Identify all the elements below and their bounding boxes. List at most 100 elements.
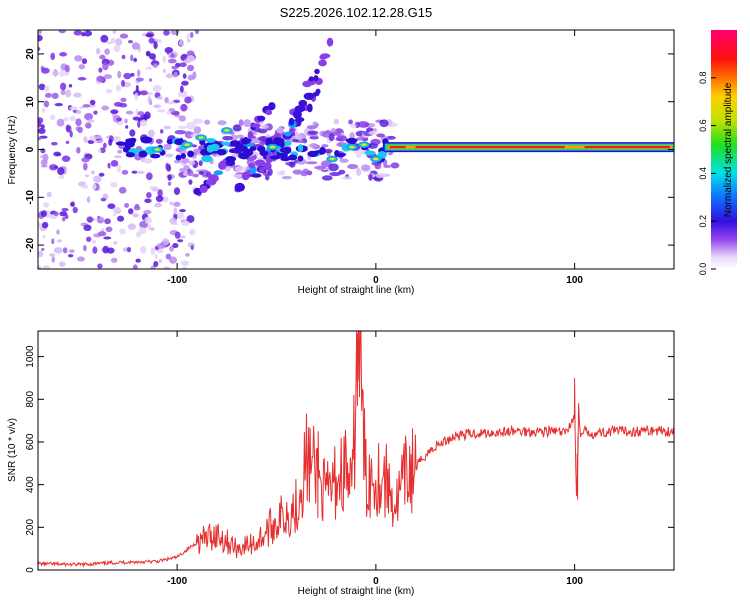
spectrogram-blob — [390, 162, 400, 169]
chirp-blob — [294, 105, 306, 113]
spectrogram-blob — [61, 155, 71, 162]
spectrogram-blob — [118, 186, 127, 194]
spectrogram-blob — [56, 229, 60, 235]
spectrogram-blob — [113, 44, 121, 53]
spectrogram-blob — [139, 119, 148, 127]
spectrogram-blob — [309, 136, 319, 140]
spectrogram-blob — [173, 159, 182, 164]
spectrogram-blob — [53, 247, 63, 254]
spectrogram-blob — [144, 198, 152, 204]
spectrogram-blob — [137, 120, 141, 128]
spectrogram-blob — [63, 117, 69, 122]
spectrogram-blob — [177, 91, 181, 98]
spectrogram-blob — [294, 134, 303, 141]
spectrogram-blob — [78, 64, 86, 70]
spectrogram-blob — [136, 69, 141, 77]
spectrogram-blob — [188, 179, 193, 185]
spectrogram-blob — [61, 207, 69, 212]
spectrogram-blob — [181, 157, 190, 164]
spectrogram-blob — [83, 224, 92, 232]
spectrogram-blob — [189, 229, 196, 236]
colorbar-tick-label: 0.8 — [698, 72, 708, 85]
spectrogram-blob — [51, 70, 60, 76]
spectrogram-blob — [179, 62, 187, 68]
spectrogram-blob — [57, 167, 65, 176]
spectrogram-blob — [174, 130, 186, 135]
y-tick-label: 0 — [25, 146, 36, 152]
spectrogram-blob — [56, 239, 63, 243]
band-blob — [240, 138, 251, 145]
band-blob — [205, 138, 216, 143]
spectrogram-blob — [145, 33, 154, 38]
spectrogram-blob — [76, 146, 81, 154]
chirp-blob — [320, 53, 331, 59]
spectrogram-blob — [95, 47, 101, 55]
spectrogram-blob — [147, 96, 151, 103]
spectrogram-blob — [81, 58, 88, 65]
bright-spot-core — [224, 129, 230, 132]
spectrogram-blob — [156, 248, 164, 254]
spectrogram-blob — [190, 245, 194, 251]
spectrogram-blob — [188, 160, 196, 166]
carrier-core — [584, 146, 671, 149]
spectrogram-blob — [156, 109, 166, 113]
chirp-blob — [265, 109, 273, 116]
spectrogram-blob — [348, 119, 353, 125]
spectrogram-blob — [127, 223, 136, 231]
spectrogram-blob — [335, 135, 348, 142]
y-tick-label: 20 — [25, 48, 36, 60]
spectrogram-blob — [82, 104, 91, 108]
spectrogram-blob — [312, 121, 318, 126]
band-blob — [319, 146, 326, 155]
spectrogram-blob — [53, 151, 61, 157]
spectrogram-blob — [386, 135, 396, 140]
chirp-blob — [254, 159, 266, 167]
chirp-blob — [298, 99, 308, 107]
spectrogram-blob — [280, 169, 286, 176]
spectrogram-blob — [105, 41, 114, 45]
spectrogram-blob — [50, 52, 56, 61]
spectrogram-blob — [51, 256, 56, 263]
spectrogram-blob — [43, 202, 50, 208]
band-blob — [175, 154, 182, 161]
spectrogram-blob — [142, 33, 147, 37]
spectrogram-blob — [375, 172, 386, 179]
spectrogram-blob — [110, 160, 119, 167]
spectrogram-blob — [86, 236, 92, 242]
spectrogram-blob — [281, 175, 292, 180]
spectrogram-blob — [96, 75, 105, 83]
spectrogram-blob — [38, 250, 44, 258]
spectrogram-blob — [368, 130, 378, 135]
spectrogram-blob — [376, 133, 385, 138]
band-blob — [174, 138, 184, 146]
chirp-blob — [308, 76, 314, 82]
spectrogram-blob — [135, 258, 141, 263]
band-blob — [273, 137, 281, 145]
spectrogram-blob — [191, 144, 198, 148]
spectrogram-blob — [87, 196, 91, 204]
spectrogram-blob — [38, 265, 42, 269]
spectrogram-blob — [186, 215, 195, 223]
spectrogram-blob — [44, 92, 52, 98]
spectrogram-blob — [170, 52, 175, 58]
chirp-blob — [251, 173, 262, 178]
spectrogram-blob — [134, 92, 139, 101]
band-blob — [241, 147, 249, 153]
spectrogram-blob — [149, 186, 158, 190]
spectrogram-blob — [117, 70, 122, 79]
band-blob — [307, 150, 319, 158]
chirp-blob — [284, 131, 292, 137]
spectrogram-blob — [180, 235, 186, 239]
spectrogram-blob — [54, 165, 59, 169]
spectrogram-blob — [84, 174, 90, 178]
snr-frame — [37, 330, 675, 571]
spectrogram-blob — [192, 173, 200, 178]
spectrogram-blob — [114, 38, 123, 46]
snr-y-ticks: 0 200 400 600 800 1000 — [25, 345, 674, 573]
spectrogram-blob — [112, 213, 117, 217]
spectrogram-blob — [194, 30, 200, 35]
colorbar-label: Normalized spectral amplitude — [723, 82, 734, 217]
spectrogram-blob — [81, 157, 90, 163]
spectrogram-blob — [59, 261, 66, 267]
